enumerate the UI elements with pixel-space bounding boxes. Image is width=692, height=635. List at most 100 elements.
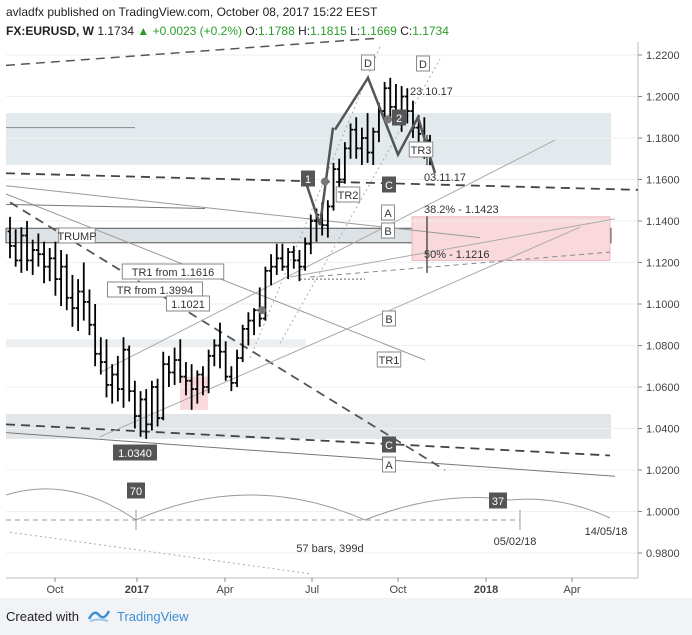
low-value: 1.1669 <box>360 24 397 38</box>
y-tick-label: 1.1800 <box>646 133 680 145</box>
tradingview-logo-icon[interactable] <box>88 607 110 623</box>
tr-1.3994-line <box>5 185 481 239</box>
header-line-1: avladfx published on TradingView.com, Oc… <box>6 5 377 19</box>
tr2-label-box <box>335 186 361 203</box>
tr1-label: TR1 <box>379 355 400 367</box>
count-70-label: 70 <box>130 486 142 498</box>
dotted-channel-1 <box>249 46 381 359</box>
wave-marker-b-box <box>381 222 395 239</box>
wave-marker-d: D <box>419 59 427 71</box>
wave-marker-b: B <box>384 226 391 238</box>
wave-marker-1-box <box>301 170 315 187</box>
tr2-label: TR2 <box>338 190 359 202</box>
last-price: 1.1734 <box>97 24 135 38</box>
wave-marker-c: C <box>385 440 393 452</box>
y-tick-label: 1.0600 <box>646 382 680 394</box>
cycle-curve <box>5 488 611 521</box>
dotted-bottom-line <box>9 531 311 575</box>
lower-trend-line <box>5 432 616 477</box>
created-with-text: Created with <box>6 609 79 624</box>
tr3-label: TR3 <box>411 145 432 157</box>
tr1-label-box <box>376 351 402 368</box>
pivot-dot <box>258 306 266 315</box>
channel-lower-line <box>99 226 581 438</box>
publisher-name[interactable]: avladfx <box>6 5 45 19</box>
resistance-zone <box>6 113 611 165</box>
wave-marker-a-box <box>382 456 396 473</box>
support-zone <box>6 413 611 439</box>
harmonic-leg <box>303 127 335 226</box>
count-37-label-box <box>489 492 507 509</box>
close-value: 1.1734 <box>412 24 449 38</box>
wave-marker-b-box <box>382 310 396 327</box>
count-37-label: 37 <box>492 496 504 508</box>
x-tick-label: Apr <box>563 584 580 596</box>
tr1-short-line <box>5 203 206 210</box>
symbol-label: FX:EURUSD, W <box>6 24 94 38</box>
wave-marker-d-box <box>361 54 375 71</box>
wave-marker-2-box <box>392 109 406 126</box>
x-tick-label: 2017 <box>125 584 149 596</box>
date-14/05/18: 14/05/18 <box>585 526 628 538</box>
count-70-label-box <box>127 482 145 499</box>
fib-50-label: 50% - 1.1216 <box>424 249 489 261</box>
up-arrow-icon: ▲ <box>137 24 150 38</box>
y-tick-label: 0.9800 <box>646 548 680 560</box>
low-1.0340-label-box <box>113 444 157 461</box>
price-1.1021-label-box <box>166 295 210 312</box>
wave-marker-c-box <box>382 436 396 453</box>
y-tick-label: 1.1000 <box>646 299 680 311</box>
low-1.0340-label: 1.0340 <box>118 448 152 460</box>
wave-marker-c: C <box>385 180 393 192</box>
y-tick-label: 1.0800 <box>646 341 680 353</box>
y-tick-label: 1.0200 <box>646 465 680 477</box>
price-change: +0.0023 (+0.2%) <box>152 24 243 38</box>
wave-marker-a: A <box>384 208 392 220</box>
open-label: O: <box>245 24 259 38</box>
x-tick-label: Apr <box>216 584 233 596</box>
tr-from-label-box <box>107 281 203 298</box>
channel-upper-line <box>99 139 556 373</box>
trump-label: TRUMP <box>57 231 96 243</box>
dashed-decline-line <box>9 201 446 471</box>
y-tick-label: 1.0400 <box>646 424 680 436</box>
close-label: C: <box>400 24 413 38</box>
y-tick-label: 1.1200 <box>646 258 680 270</box>
pivot-dot <box>384 115 392 124</box>
header-line-2: FX:EURUSD, W 1.1734 ▲ +0.0023 (+0.2%) O:… <box>6 24 449 38</box>
date-05/02/18: 05/02/18 <box>494 536 537 548</box>
wave-marker-2: 2 <box>396 113 402 125</box>
low-label: L: <box>350 24 361 38</box>
high-label: H: <box>298 24 311 38</box>
x-tick-label: Oct <box>389 584 406 596</box>
tr1-from-label-box <box>121 263 225 280</box>
trump-label-box <box>58 227 96 244</box>
tr-upper-line <box>289 218 616 278</box>
minor-zone <box>6 339 306 348</box>
x-tick-label: Jul <box>305 584 319 596</box>
wave-marker-d: D <box>364 58 372 70</box>
tr3-label-box <box>408 141 434 158</box>
wave-marker-1: 1 <box>305 174 311 186</box>
date-23.10.17: 23.10.17 <box>410 86 453 98</box>
footer-bar: Created with TradingView <box>0 598 692 635</box>
bars-range-label: 57 bars, 399d <box>296 543 363 555</box>
y-axis-panel <box>638 42 692 578</box>
wave-marker-a-box <box>381 204 395 221</box>
tradingview-brand-link[interactable]: TradingView <box>117 609 189 624</box>
wave-marker-a: A <box>385 460 393 472</box>
y-tick-label: 1.1600 <box>646 175 680 187</box>
y-tick-label: 1.0000 <box>646 507 680 519</box>
date-03.11.17: 03.11.17 <box>424 172 466 184</box>
wave-marker-b: B <box>385 314 392 326</box>
y-tick-label: 1.2000 <box>646 92 680 104</box>
tr-from-label: TR from 1.3994 <box>117 285 193 297</box>
fib-pink-zone <box>411 216 611 261</box>
pivot-dot <box>321 177 329 186</box>
dashed-support-line <box>5 423 611 457</box>
open-value: 1.1788 <box>258 24 295 38</box>
y-tick-label: 1.2200 <box>646 50 680 62</box>
wave-marker-c-box <box>382 176 396 193</box>
y-tick-label: 1.1400 <box>646 216 680 228</box>
